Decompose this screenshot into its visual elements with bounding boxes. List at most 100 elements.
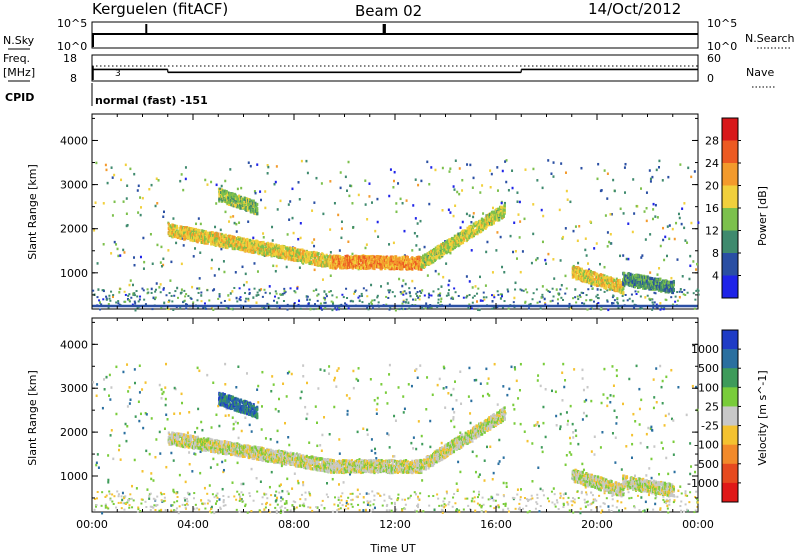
echo-point xyxy=(673,237,676,241)
nsky-label: N.Sky xyxy=(3,34,35,47)
echo-band-cell xyxy=(470,225,473,229)
echo-point xyxy=(445,262,448,265)
echo-band-cell xyxy=(622,287,625,291)
echo-point xyxy=(541,293,544,296)
echo-point xyxy=(416,294,419,297)
echo-point xyxy=(312,308,315,311)
echo-point xyxy=(400,292,403,295)
echo-point xyxy=(351,202,354,205)
echo-point xyxy=(560,296,563,299)
echo-point xyxy=(185,293,188,296)
echo-point xyxy=(597,297,600,300)
echo-point xyxy=(491,307,494,310)
echo-point xyxy=(368,182,371,185)
echo-point xyxy=(529,302,532,305)
echo-point xyxy=(611,302,614,305)
echo-band-cell xyxy=(654,282,657,286)
nave-tick-bottom: 0 xyxy=(707,72,714,85)
echo-point xyxy=(654,292,657,295)
echo-band-cell xyxy=(206,231,209,235)
echo-band-cell xyxy=(272,247,275,251)
echo-band-cell xyxy=(468,233,471,237)
echo-point xyxy=(276,208,279,211)
echo-point xyxy=(426,160,429,164)
echo-point xyxy=(426,274,429,277)
echo-point xyxy=(412,204,415,207)
echo-point xyxy=(651,308,654,311)
echo-point xyxy=(580,291,583,294)
echo-point xyxy=(321,278,324,281)
echo-point xyxy=(411,279,414,283)
echo-band-cell xyxy=(465,234,468,238)
echo-point xyxy=(151,262,154,266)
echo-point xyxy=(659,308,662,311)
echo-point xyxy=(479,275,482,279)
echo-point xyxy=(405,298,408,301)
echo-band-cell xyxy=(242,244,245,248)
echo-point xyxy=(291,187,294,191)
echo-band-cell xyxy=(191,230,194,234)
echo-point xyxy=(198,277,201,280)
echo-point xyxy=(562,298,565,301)
echo-point xyxy=(129,167,132,171)
echo-point xyxy=(690,221,693,225)
echo-point xyxy=(648,169,651,172)
echo-band-cell xyxy=(494,217,497,221)
echo-band-cell xyxy=(250,242,253,246)
echo-point xyxy=(139,213,142,217)
echo-band-cell xyxy=(271,253,274,257)
echo-point xyxy=(329,290,332,293)
echo-band-cell xyxy=(268,253,271,257)
echo-point xyxy=(172,308,175,311)
echo-point xyxy=(104,163,107,167)
echo-point xyxy=(468,293,471,296)
echo-point xyxy=(391,291,394,294)
echo-point xyxy=(136,306,139,309)
echo-point xyxy=(331,308,334,312)
echo-point xyxy=(609,242,612,245)
echo-point xyxy=(645,219,648,223)
echo-point xyxy=(651,175,654,179)
echo-point xyxy=(541,285,544,288)
echo-band-cell xyxy=(571,270,574,274)
echo-point xyxy=(95,161,98,165)
echo-point xyxy=(144,303,147,306)
echo-point xyxy=(630,293,633,296)
echo-point xyxy=(538,300,541,303)
echo-point xyxy=(683,288,686,291)
echo-point xyxy=(264,206,267,210)
echo-point xyxy=(590,284,593,288)
echo-band-cell xyxy=(299,248,302,252)
echo-point xyxy=(489,169,492,172)
echo-point xyxy=(150,287,153,291)
echo-band-cell xyxy=(612,280,615,284)
echo-point xyxy=(536,257,539,260)
echo-point xyxy=(298,198,301,201)
echo-point xyxy=(692,292,695,295)
echo-point xyxy=(572,229,575,233)
nsearch-label: N.Search xyxy=(745,32,795,45)
echo-band-cell xyxy=(218,199,221,203)
echo-point xyxy=(305,159,308,163)
echo-point xyxy=(371,303,374,306)
echo-point xyxy=(110,290,113,293)
echo-point xyxy=(133,294,136,297)
echo-point xyxy=(569,307,572,310)
echo-band-cell xyxy=(373,255,376,259)
echo-band-cell xyxy=(487,223,490,227)
echo-point xyxy=(110,252,113,255)
echo-band-cell xyxy=(660,288,663,292)
echo-point xyxy=(430,306,433,309)
echo-band-cell xyxy=(453,239,456,243)
echo-point xyxy=(289,287,292,290)
echo-band-cell xyxy=(278,255,281,259)
echo-point xyxy=(371,299,374,302)
echo-point xyxy=(366,295,369,298)
echo-point xyxy=(466,163,469,166)
echo-point xyxy=(366,306,369,309)
echo-band-cell xyxy=(269,248,272,252)
echo-band-cell xyxy=(600,277,603,281)
nave-marker: 3 xyxy=(115,69,121,79)
echo-point xyxy=(552,295,555,298)
echo-band-cell xyxy=(484,226,487,230)
